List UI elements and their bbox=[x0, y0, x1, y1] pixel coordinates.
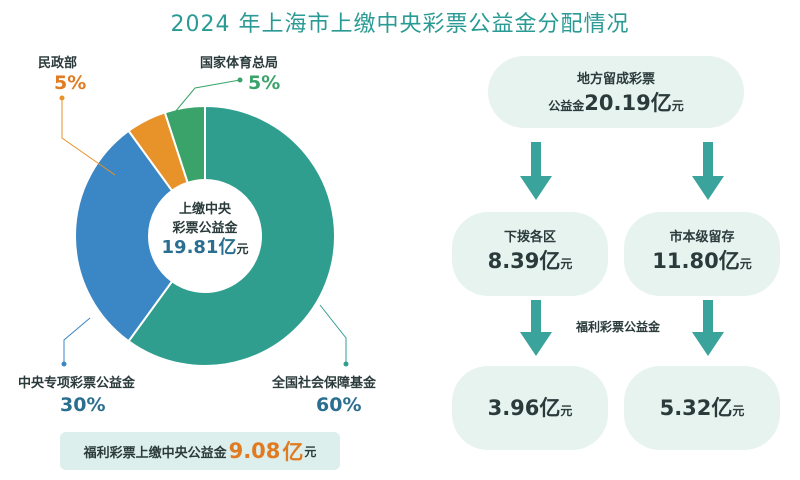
welfare-lottery-label: 福利彩票公益金 bbox=[575, 320, 660, 334]
banner-unit-big: 亿 bbox=[282, 440, 304, 464]
center-caption-line2: 彩票公益金 bbox=[172, 221, 238, 236]
leader-social-security-fund bbox=[319, 304, 347, 364]
leader-civil-affairs bbox=[61, 98, 116, 176]
pct-civil-affairs: 5% bbox=[54, 72, 87, 94]
pct-sports-admin: 5% bbox=[248, 72, 281, 94]
label-civil-affairs: 民政部 bbox=[38, 56, 78, 71]
arrow-down-left-1 bbox=[520, 142, 552, 200]
banner-amount: 9.08 bbox=[228, 439, 281, 463]
page-title: 2024 年上海市上缴中央彩票公益金分配情况 bbox=[170, 12, 630, 37]
slice-sports-admin bbox=[163, 104, 206, 185]
arrow-down-left-2 bbox=[520, 300, 552, 356]
center-amount: 19.81 bbox=[161, 237, 219, 258]
donut-center-label: 上缴中央 彩票公益金 19.81亿元 bbox=[150, 200, 260, 259]
label-central-lottery-fund: 中央专项彩票公益金 bbox=[18, 376, 136, 391]
welfare-lottery-banner: 福利彩票上缴中央公益金 9.08 亿元 bbox=[60, 432, 340, 470]
center-unit-small: 元 bbox=[236, 242, 249, 256]
district-welfare-amount: 3.96 bbox=[487, 396, 540, 420]
arrow-down-right-1 bbox=[692, 142, 724, 200]
city-retained-caption: 市本级留存 bbox=[669, 230, 735, 245]
leader-central-lottery-fund-dot bbox=[61, 361, 67, 367]
city-retained-pill: 市本级留存 11.80亿元 bbox=[624, 212, 780, 296]
district-welfare-unit-small: 元 bbox=[560, 404, 573, 418]
leader-sports-admin-dot bbox=[237, 77, 243, 83]
label-sports-admin: 国家体育总局 bbox=[200, 56, 279, 71]
leader-civil-affairs-dot bbox=[59, 95, 65, 101]
local-retained-pill: 地方留成彩票 公益金20.19亿元 bbox=[488, 56, 744, 128]
slice-central-lottery-fund bbox=[74, 129, 174, 343]
city-welfare-amount: 5.32 bbox=[659, 396, 712, 420]
city-retained-unit-big: 亿 bbox=[718, 249, 740, 273]
city-welfare-pill: 5.32亿元 bbox=[624, 366, 780, 450]
city-retained-amount: 11.80 bbox=[652, 249, 719, 273]
slice-social-security-fund bbox=[127, 104, 336, 367]
banner-unit-small: 元 bbox=[304, 444, 317, 459]
center-unit-big: 亿 bbox=[218, 237, 237, 258]
label-social-security-fund: 全国社会保障基金 bbox=[272, 376, 377, 391]
donut-chart bbox=[59, 77, 349, 367]
leader-central-lottery-fund bbox=[63, 317, 91, 364]
arrow-down-right-2 bbox=[692, 300, 724, 356]
district-welfare-pill: 3.96亿元 bbox=[452, 366, 608, 450]
leader-social-security-fund-dot bbox=[343, 361, 349, 367]
local-retained-prefix: 公益金 bbox=[548, 99, 585, 113]
pct-social-security-fund: 60% bbox=[316, 394, 362, 416]
local-retained-unit-small: 元 bbox=[671, 99, 684, 113]
city-welfare-unit-big: 亿 bbox=[711, 396, 733, 420]
district-allocation-amount: 8.39 bbox=[487, 249, 540, 273]
city-retained-unit-small: 元 bbox=[739, 257, 752, 271]
city-welfare-unit-small: 元 bbox=[732, 404, 745, 418]
district-allocation-unit-big: 亿 bbox=[539, 249, 561, 273]
district-allocation-unit-small: 元 bbox=[560, 257, 573, 271]
district-allocation-pill: 下拨各区 8.39亿元 bbox=[452, 212, 608, 296]
banner-text: 福利彩票上缴中央公益金 bbox=[83, 445, 227, 461]
district-welfare-unit-big: 亿 bbox=[539, 396, 561, 420]
leader-sports-admin bbox=[169, 79, 241, 119]
center-amount-row: 19.81亿元 bbox=[150, 238, 260, 259]
district-allocation-caption: 下拨各区 bbox=[503, 230, 556, 245]
local-retained-amount: 20.19 bbox=[584, 91, 651, 115]
center-caption-line1: 上缴中央 bbox=[178, 202, 231, 217]
local-retained-caption: 地方留成彩票 bbox=[576, 72, 655, 87]
pct-central-lottery-fund: 30% bbox=[60, 394, 106, 416]
local-retained-unit-big: 亿 bbox=[650, 91, 672, 115]
